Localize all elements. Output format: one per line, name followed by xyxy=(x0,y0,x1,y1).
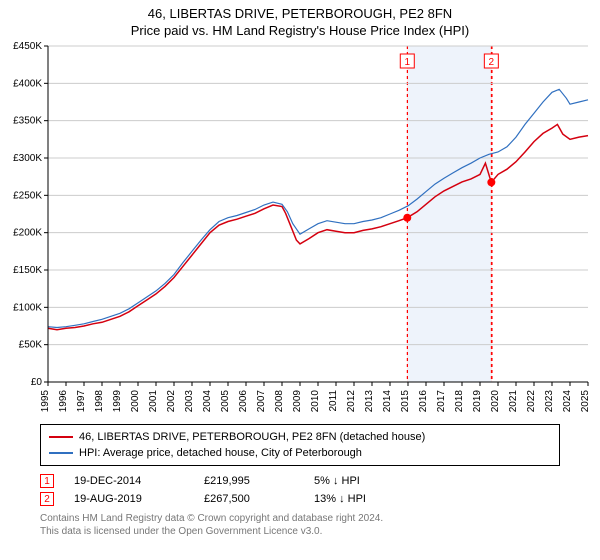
footer-line-1: Contains HM Land Registry data © Crown c… xyxy=(40,512,560,525)
legend-label: HPI: Average price, detached house, City… xyxy=(79,445,362,461)
x-axis-label: 2001 xyxy=(148,390,159,413)
x-axis-label: 2020 xyxy=(490,390,501,413)
y-axis-label: £300K xyxy=(13,153,42,164)
sales-row: 2 19-AUG-2019 £267,500 13% ↓ HPI xyxy=(40,492,560,506)
x-axis-label: 2010 xyxy=(310,390,321,413)
y-axis-label: £250K xyxy=(13,190,42,201)
sale-diff: 13% ↓ HPI xyxy=(314,493,366,505)
x-axis-label: 2004 xyxy=(202,390,213,413)
x-axis-label: 2011 xyxy=(328,390,339,412)
y-axis-label: £350K xyxy=(13,116,42,127)
x-axis-label: 1998 xyxy=(94,390,105,413)
legend-swatch xyxy=(49,452,73,454)
x-axis-label: 2009 xyxy=(292,390,303,413)
x-axis-label: 2018 xyxy=(454,390,465,413)
y-axis-label: £0 xyxy=(31,377,43,388)
y-axis-label: £400K xyxy=(13,78,42,89)
sale-date: 19-AUG-2019 xyxy=(74,493,184,505)
x-axis-label: 2003 xyxy=(184,390,195,413)
x-axis-label: 2024 xyxy=(562,390,573,413)
x-axis-label: 2015 xyxy=(400,390,411,413)
sale-point xyxy=(403,214,411,222)
series-hpi xyxy=(48,89,588,327)
line-chart: £0 £50K £100K £150K £200K £250K £300K £350K £400… xyxy=(0,38,600,418)
series-property xyxy=(48,124,588,329)
x-axis-label: 2000 xyxy=(130,390,141,413)
x-axis-label: 2022 xyxy=(526,390,537,413)
x-axis-label: 2008 xyxy=(274,390,285,413)
sale-price: £267,500 xyxy=(204,493,294,505)
x-axis-label: 1996 xyxy=(58,390,69,413)
sale-point xyxy=(487,178,495,186)
chart-title-block: 46, LIBERTAS DRIVE, PETERBOROUGH, PE2 8F… xyxy=(0,0,600,38)
sale-date: 19-DEC-2014 xyxy=(74,475,184,487)
chart-title: 46, LIBERTAS DRIVE, PETERBOROUGH, PE2 8F… xyxy=(0,6,600,21)
x-axis-label: 2021 xyxy=(508,390,519,413)
sale-price: £219,995 xyxy=(204,475,294,487)
sale-diff: 5% ↓ HPI xyxy=(314,475,360,487)
x-axis-label: 2006 xyxy=(238,390,249,413)
footer-line-2: This data is licensed under the Open Gov… xyxy=(40,525,560,538)
legend-item: 46, LIBERTAS DRIVE, PETERBOROUGH, PE2 8F… xyxy=(49,429,551,445)
x-axis-label: 2005 xyxy=(220,390,231,413)
y-axis-label: £100K xyxy=(13,302,42,313)
x-axis-label: 2017 xyxy=(436,390,447,413)
x-axis-label: 2007 xyxy=(256,390,267,413)
x-axis-label: 1995 xyxy=(40,390,51,413)
highlight-band xyxy=(408,46,491,382)
legend-item: HPI: Average price, detached house, City… xyxy=(49,445,551,461)
x-axis-label: 1997 xyxy=(76,390,87,413)
sale-marker-icon: 1 xyxy=(40,474,54,488)
x-axis-label: 2014 xyxy=(382,390,393,413)
y-axis-label: £450K xyxy=(13,41,42,52)
x-axis-label: 2002 xyxy=(166,390,177,413)
x-axis-label: 2013 xyxy=(364,390,375,413)
sale-marker-label: 1 xyxy=(404,57,410,68)
sales-table: 1 19-DEC-2014 £219,995 5% ↓ HPI 2 19-AUG-2019… xyxy=(40,474,560,506)
legend: 46, LIBERTAS DRIVE, PETERBOROUGH, PE2 8F… xyxy=(40,424,560,466)
chart-subtitle: Price paid vs. HM Land Registry's House … xyxy=(0,23,600,38)
x-axis-label: 2025 xyxy=(580,390,591,413)
sale-marker-label: 2 xyxy=(489,57,495,68)
x-axis-label: 1999 xyxy=(112,390,123,413)
y-axis-label: £150K xyxy=(13,265,42,276)
x-axis-label: 2023 xyxy=(544,390,555,413)
footer-attribution: Contains HM Land Registry data © Crown c… xyxy=(40,512,560,538)
x-axis-label: 2019 xyxy=(472,390,483,413)
sale-marker-icon: 2 xyxy=(40,492,54,506)
legend-label: 46, LIBERTAS DRIVE, PETERBOROUGH, PE2 8F… xyxy=(79,429,425,445)
legend-swatch xyxy=(49,436,73,438)
x-axis-label: 2012 xyxy=(346,390,357,413)
y-axis-label: £50K xyxy=(19,340,43,351)
x-axis-label: 2016 xyxy=(418,390,429,413)
sales-row: 1 19-DEC-2014 £219,995 5% ↓ HPI xyxy=(40,474,560,488)
y-axis-label: £200K xyxy=(13,228,42,239)
chart-area: £0 £50K £100K £150K £200K £250K £300K £350K £400… xyxy=(0,38,600,418)
